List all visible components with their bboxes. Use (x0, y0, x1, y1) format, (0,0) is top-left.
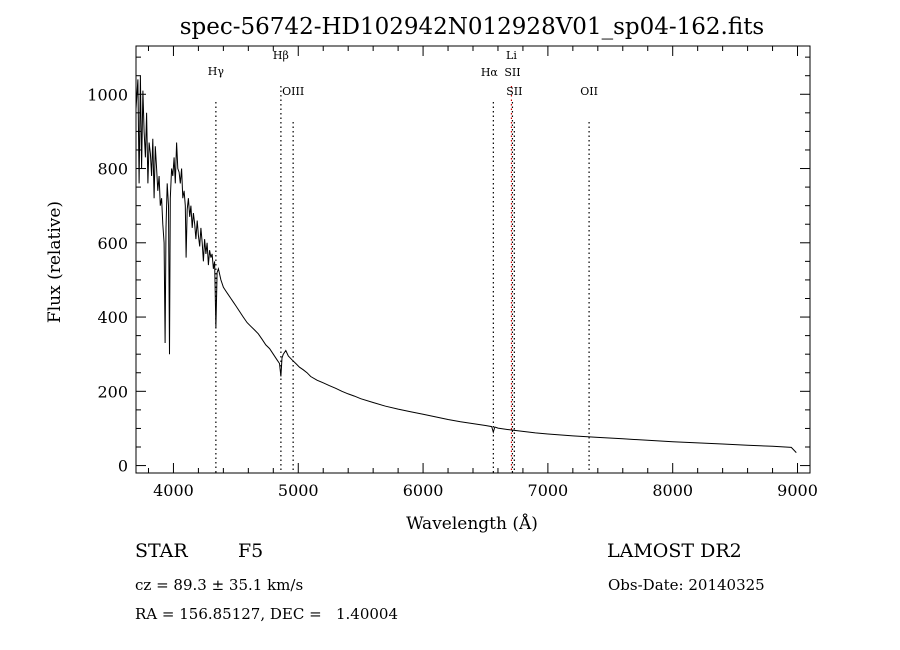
x-tick-label: 9000 (777, 481, 818, 500)
spectral-line-label: Hγ (208, 65, 225, 78)
x-tick-label: 6000 (403, 481, 444, 500)
spectral-line-label: Hβ (273, 49, 289, 62)
x-tick-label: 4000 (153, 481, 194, 500)
spectral-line-label: Li (506, 49, 517, 62)
y-tick-label: 600 (97, 234, 128, 253)
observation-date: Obs-Date: 20140325 (608, 576, 765, 594)
spectral-line-label: SII (504, 66, 520, 79)
y-axis-ticks: 0 200 400 600 800 1000 (87, 56, 810, 476)
x-tick-label: 7000 (528, 481, 569, 500)
y-tick-label: 200 (97, 382, 128, 401)
chart-title: spec-56742-HD102942N012928V01_sp04-162.f… (180, 14, 765, 40)
spectral-line-label: OIII (282, 85, 304, 98)
survey-name: LAMOST DR2 (607, 540, 742, 562)
spectrum-chart: spec-56742-HD102942N012928V01_sp04-162.f… (45, 14, 818, 534)
y-tick-label: 800 (97, 160, 128, 179)
plot-frame (135, 45, 811, 474)
x-tick-label: 8000 (652, 481, 693, 500)
x-axis-ticks: 4000 5000 6000 7000 8000 9000 (147, 46, 818, 500)
y-tick-label: 400 (97, 308, 128, 327)
spectral-subclass: F5 (238, 540, 264, 562)
spectral-line-labels: Hγ Hβ OIII Hα Li SII SII OII (208, 49, 598, 98)
spectral-line-label: Hα (481, 66, 499, 79)
spectral-line-label: OII (580, 85, 598, 98)
y-tick-label: 0 (118, 457, 128, 476)
y-tick-label: 1000 (87, 85, 128, 104)
redshift-value: cz = 89.3 ± 35.1 km/s (135, 576, 304, 594)
object-type: STAR (135, 540, 188, 562)
coordinates: RA = 156.85127, DEC = 1.40004 (135, 605, 399, 623)
x-axis-label: Wavelength (Å) (406, 513, 538, 534)
spectral-line-markers (215, 86, 590, 473)
y-axis-label: Flux (relative) (45, 201, 65, 323)
x-tick-label: 5000 (278, 481, 319, 500)
spectrum-series-line (135, 75, 797, 453)
spectral-line-label: SII (506, 85, 522, 98)
